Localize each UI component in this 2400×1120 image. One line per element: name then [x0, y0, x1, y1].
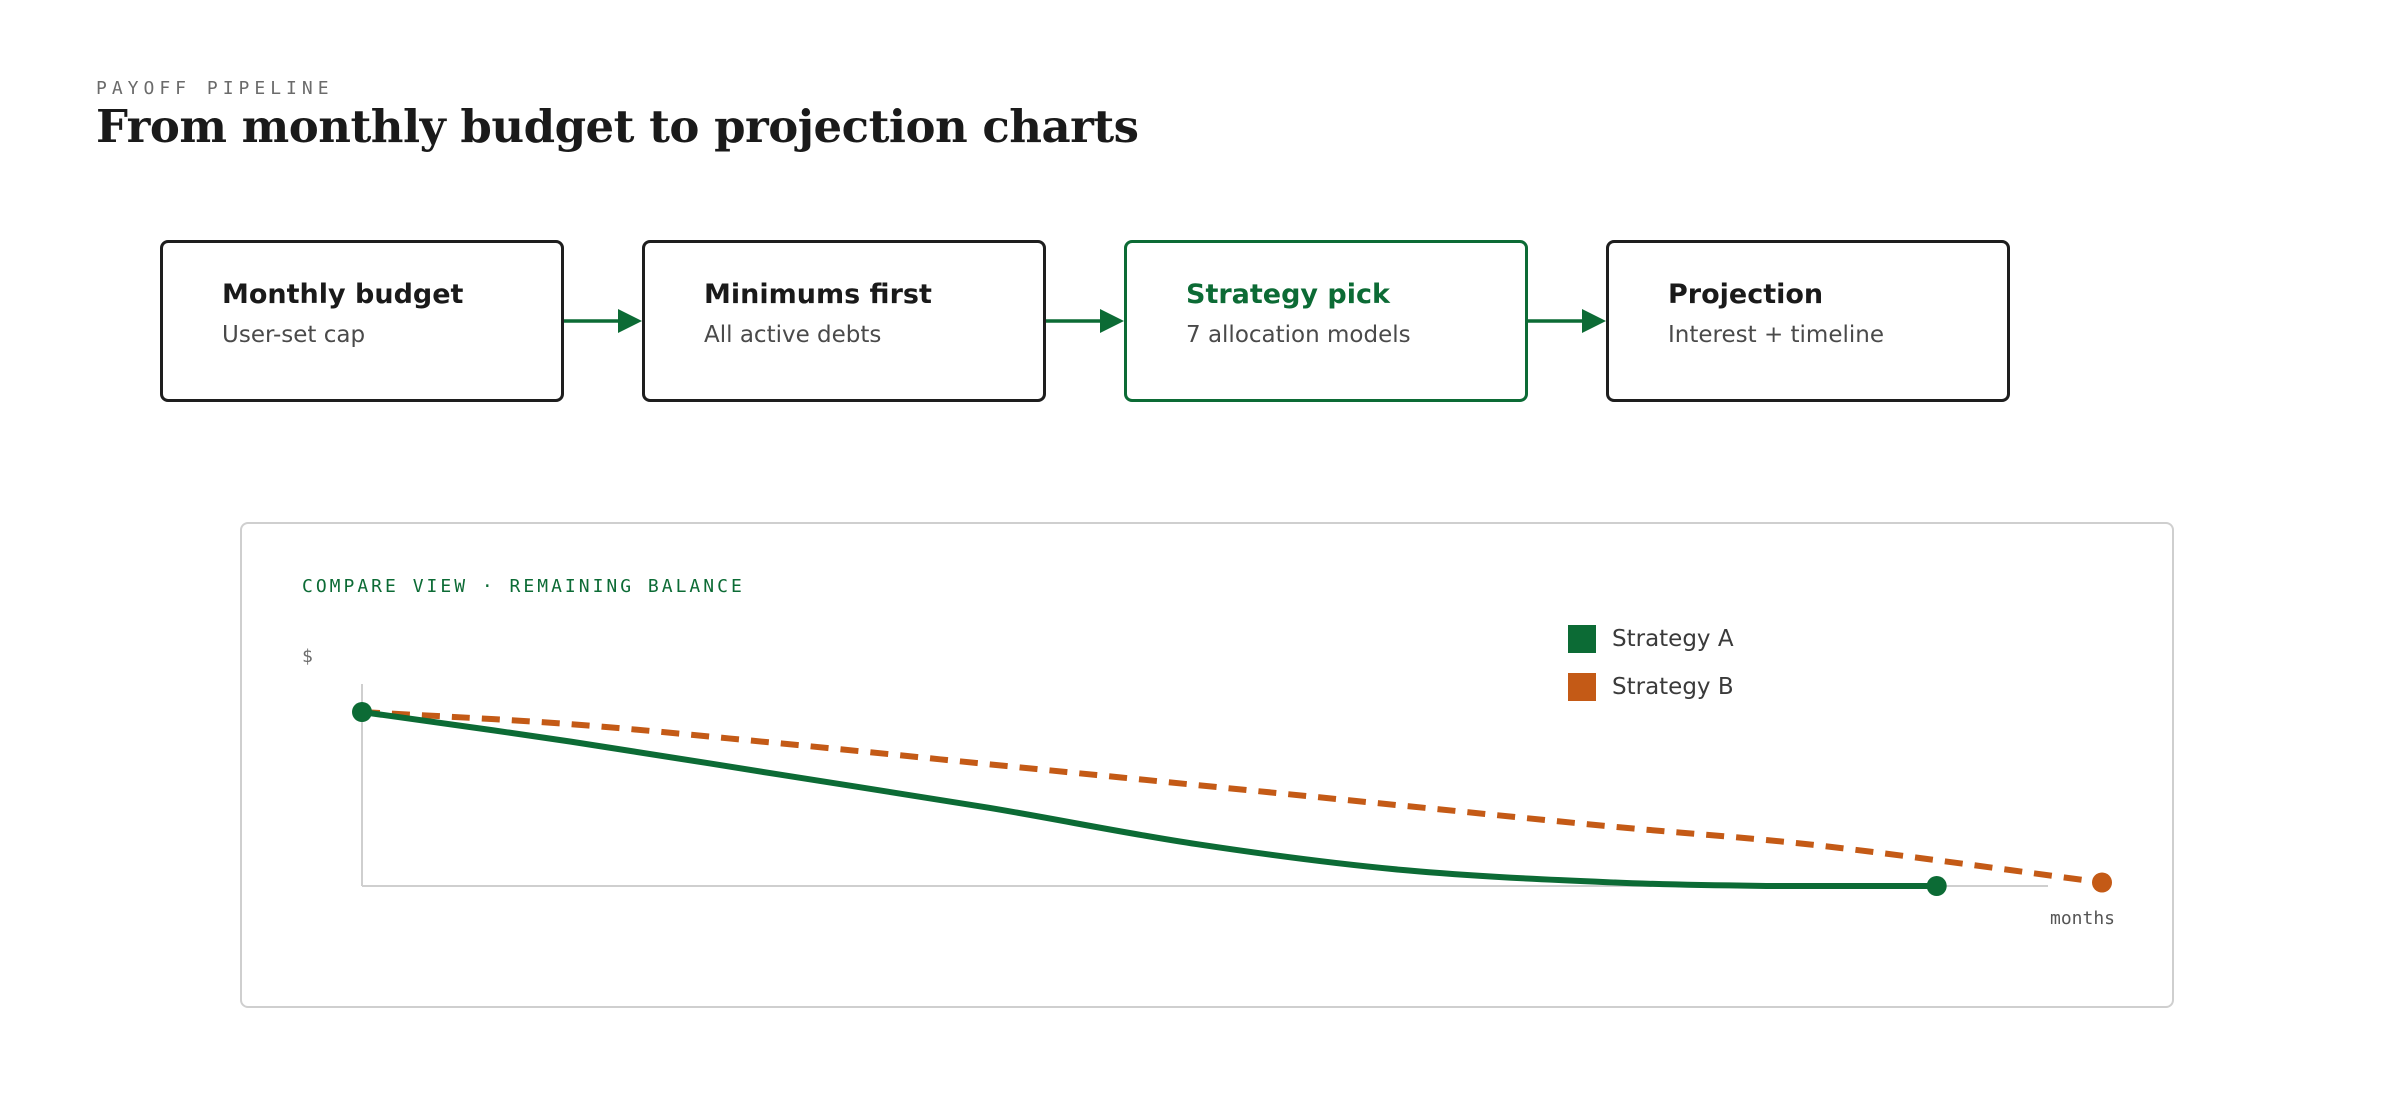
- page-title: From monthly budget to projection charts: [96, 100, 1139, 153]
- step-title: Strategy pick: [1186, 279, 1390, 310]
- step-subtitle: All active debts: [704, 322, 882, 348]
- balance-line-chart: [352, 684, 2112, 896]
- eyebrow-label: PAYOFF PIPELINE: [96, 78, 334, 99]
- pipeline-step-projection: Projection Interest + timeline: [1606, 240, 2010, 402]
- strategy-b-end-point: [2092, 872, 2112, 893]
- legend-item-strategy-b: Strategy B: [1568, 672, 1734, 702]
- legend-swatch-strategy-a: [1568, 625, 1596, 653]
- legend-swatch-strategy-b: [1568, 673, 1596, 701]
- flow-arrow-icon: [1046, 309, 1124, 333]
- pipeline-flow: Monthly budget User-set cap Minimums fir…: [0, 0, 2400, 420]
- step-subtitle: 7 allocation models: [1186, 322, 1411, 348]
- step-title: Minimums first: [704, 279, 932, 310]
- step-subtitle: Interest + timeline: [1668, 322, 1884, 348]
- legend-label: Strategy B: [1612, 674, 1734, 700]
- strategy-a-end-point: [1926, 876, 1947, 896]
- legend-label: Strategy A: [1612, 626, 1734, 652]
- series-line-strategy-b: [361, 709, 2103, 886]
- chart-label: COMPARE VIEW · REMAINING BALANCE: [302, 576, 745, 597]
- series-line-strategy-a: [361, 709, 1937, 889]
- y-axis-label: $: [302, 646, 313, 667]
- step-title: Monthly budget: [222, 279, 464, 310]
- compare-chart-card: COMPARE VIEW · REMAINING BALANCE $ month…: [240, 522, 2174, 1008]
- step-title: Projection: [1668, 279, 1824, 310]
- series-layer: [352, 702, 2112, 896]
- chart-legend: Strategy A Strategy B: [1568, 624, 1734, 720]
- legend-item-strategy-a: Strategy A: [1568, 624, 1734, 654]
- flow-arrow-icon: [1528, 309, 1606, 333]
- pipeline-step-strategy-pick: Strategy pick 7 allocation models: [1124, 240, 1528, 402]
- strategy-a-start-point: [352, 702, 372, 722]
- pipeline-step-monthly-budget: Monthly budget User-set cap: [160, 240, 564, 402]
- pipeline-step-minimums-first: Minimums first All active debts: [642, 240, 1046, 402]
- x-axis-label: months: [2050, 908, 2116, 929]
- step-subtitle: User-set cap: [222, 322, 366, 348]
- flow-arrow-icon: [564, 309, 642, 333]
